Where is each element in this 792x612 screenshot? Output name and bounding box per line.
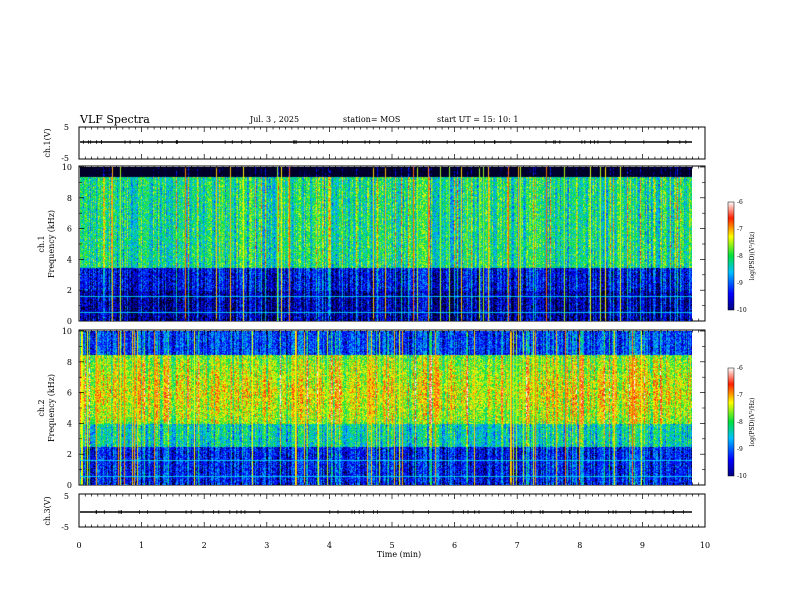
ch2-spectrogram [80, 331, 692, 485]
ch1-ytick-top: 5 [64, 123, 69, 132]
ch1-colorbar [727, 201, 735, 311]
ch2-colorbar-label: log(PSD)(V²/Hz) [749, 398, 756, 447]
ch1-spec-yticks: 0 2 4 6 8 10 [62, 163, 705, 326]
y-tick-label: 2 [67, 286, 72, 295]
colorbar-tick-label: -6 [737, 199, 743, 206]
ch1-ytick-bottom: -5 [61, 154, 69, 163]
y-tick-label: 8 [67, 194, 72, 203]
ch1-colorbar-ticks: -6 -7 -8 -9 -10 [737, 199, 747, 314]
ch1-spec-ylabel-frequency: Frequency (kHz) [47, 210, 56, 278]
x-tick-label: 5 [389, 541, 394, 550]
y-tick-label: 2 [67, 450, 72, 459]
ch2-colorbar-ticks: -6 -7 -8 -9 -10 [737, 365, 747, 480]
ch2-spec-ylabel-frequency: Frequency (kHz) [47, 374, 56, 442]
x-tick-label: 2 [202, 541, 207, 550]
x-tick-label: 6 [452, 541, 457, 550]
colorbar-tick-label: -8 [737, 419, 743, 426]
x-axis-label: Time (min) [377, 550, 421, 559]
x-tick-label: 3 [264, 541, 269, 550]
x-tick-label: 8 [577, 541, 582, 550]
y-tick-label: 6 [67, 225, 72, 234]
x-tick-label: 7 [515, 541, 520, 550]
y-tick-label: 10 [62, 327, 72, 336]
header-date: Jul. 3 , 2025 [249, 115, 299, 124]
header-station: station= MOS [343, 115, 400, 124]
colorbar-tick-label: -9 [737, 446, 743, 453]
ch3-ytick-bottom: -5 [61, 523, 69, 532]
colorbar-tick-label: -6 [737, 365, 743, 372]
figure-title: VLF Spectra [79, 113, 150, 126]
colorbar-tick-label: -8 [737, 253, 743, 260]
ch3-ytick-top: 5 [64, 492, 69, 501]
y-tick-label: 4 [67, 255, 72, 264]
colorbar-tick-label: -9 [737, 280, 743, 287]
ch1-voltage-ylabel: ch.1(V) [43, 128, 52, 157]
ch2-spec-yticks: 0 2 4 6 8 10 [62, 327, 705, 490]
y-tick-label: 6 [67, 389, 72, 398]
x-tick-label: 4 [327, 541, 332, 550]
x-tick-label: 1 [139, 541, 144, 550]
ch1-spec-ylabel-channel: ch.1 [37, 235, 46, 252]
y-tick-label: 10 [62, 163, 72, 172]
header-start-time: start UT = 15: 10: 1 [437, 115, 518, 124]
colorbar-tick-label: -10 [737, 473, 747, 480]
ch1-spectrogram [80, 167, 692, 321]
x-tick-label: 10 [700, 541, 710, 550]
colorbar-tick-label: -7 [737, 226, 743, 233]
y-tick-label: 8 [67, 358, 72, 367]
ch2-colorbar [727, 367, 735, 477]
y-tick-label: 4 [67, 419, 72, 428]
colorbar-tick-label: -10 [737, 307, 747, 314]
ch2-spec-ylabel-channel: ch.2 [37, 399, 46, 416]
ch1-colorbar-label: log(PSD)(V²/Hz) [749, 232, 756, 281]
x-tick-label: 0 [76, 541, 81, 550]
x-axis-tick-labels: 0 1 2 3 4 5 6 7 8 9 10 [76, 541, 710, 550]
y-tick-label: 0 [67, 481, 72, 490]
y-tick-label: 0 [67, 317, 72, 326]
x-tick-label: 9 [640, 541, 645, 550]
colorbar-tick-label: -7 [737, 392, 743, 399]
ch3-voltage-ylabel: ch.3(V) [43, 496, 52, 525]
x-axis-ticks [78, 127, 706, 527]
